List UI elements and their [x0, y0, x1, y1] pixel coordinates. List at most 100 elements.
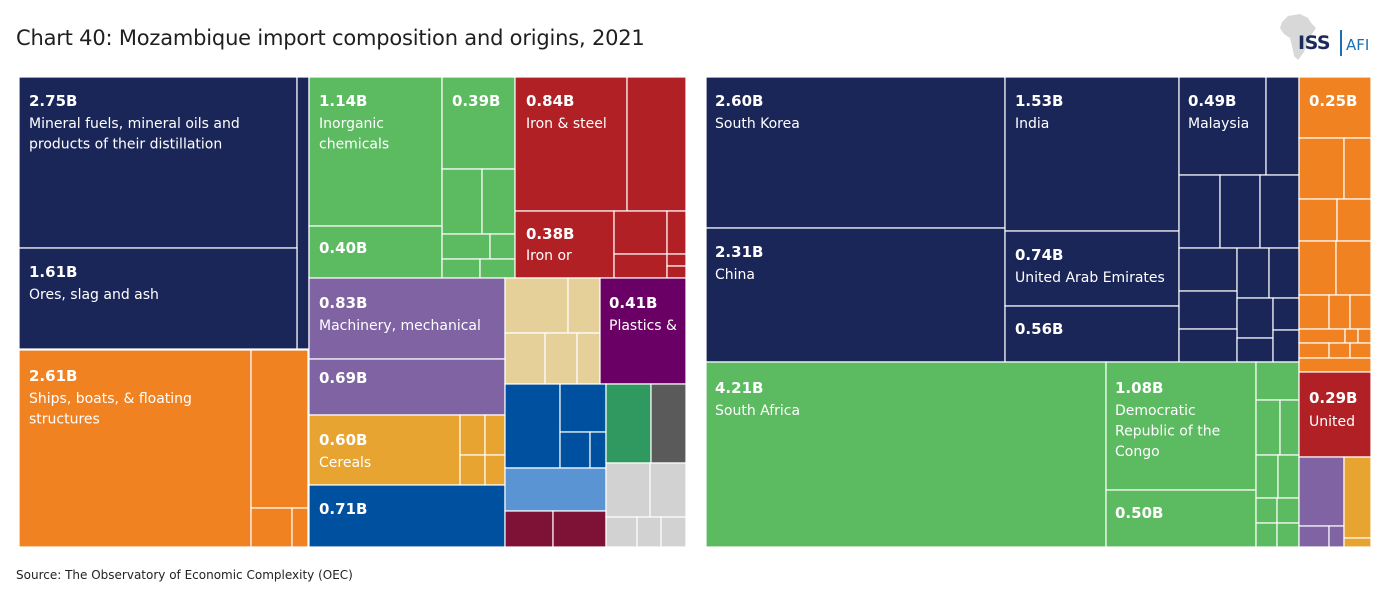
tile-minor[interactable] — [1255, 522, 1278, 548]
tile-minor[interactable] — [613, 253, 668, 279]
tile-iron-or[interactable] — [514, 210, 615, 279]
tile-minor[interactable] — [1328, 525, 1345, 548]
tile-minor[interactable] — [576, 332, 601, 385]
tile-minor[interactable] — [504, 277, 569, 334]
tile-minor[interactable] — [605, 516, 638, 548]
tile-china[interactable] — [705, 227, 1006, 363]
tile-minor[interactable] — [1336, 198, 1372, 242]
tile-india[interactable] — [1004, 76, 1180, 232]
tile-minor[interactable] — [1255, 361, 1300, 401]
tile-minor[interactable] — [1298, 525, 1330, 548]
tile-uae[interactable] — [1004, 230, 1180, 307]
tile-minor[interactable] — [1349, 294, 1372, 330]
tile-drc[interactable] — [1105, 361, 1257, 491]
tile-minor[interactable] — [552, 510, 607, 548]
tile-minor[interactable] — [484, 454, 506, 486]
tile-cereals[interactable] — [308, 414, 461, 486]
tile-minor[interactable] — [1335, 240, 1372, 296]
tile-minor[interactable] — [1343, 137, 1372, 200]
tile-minor[interactable] — [1357, 328, 1372, 344]
tile-minor[interactable] — [481, 168, 516, 235]
tile-minor[interactable] — [1298, 294, 1330, 330]
tile-minor[interactable] — [605, 462, 651, 518]
tile-minor[interactable] — [441, 168, 483, 235]
tile-minor[interactable] — [1298, 137, 1345, 200]
tile-minor[interactable] — [1255, 497, 1278, 524]
tile-ores-slag[interactable] — [18, 247, 298, 350]
tile-minor[interactable] — [1236, 337, 1274, 363]
tile-minor[interactable] — [1298, 198, 1338, 242]
tile-minor[interactable] — [1328, 294, 1351, 330]
tile-united[interactable] — [1298, 371, 1372, 458]
tile-minor[interactable] — [1255, 454, 1279, 499]
tile-minor[interactable] — [250, 349, 309, 509]
tile-minor[interactable] — [1178, 328, 1238, 363]
tile-minor[interactable] — [1259, 174, 1300, 249]
tile-south-africa[interactable] — [705, 361, 1107, 548]
tile-minor[interactable] — [660, 516, 687, 548]
tile-minor[interactable] — [1328, 342, 1351, 359]
tile-minor[interactable] — [666, 210, 687, 255]
tile-minor[interactable] — [544, 332, 578, 385]
tile-minor[interactable] — [1279, 399, 1300, 456]
tile-minor[interactable] — [459, 414, 486, 456]
tile-minor[interactable] — [459, 454, 486, 486]
tile-minor[interactable] — [250, 507, 293, 548]
tile-minor[interactable] — [1236, 297, 1274, 339]
tile-minor[interactable] — [666, 265, 687, 279]
tile-minor[interactable] — [1178, 174, 1221, 249]
tile-minor[interactable] — [296, 76, 310, 350]
tile-minor[interactable] — [441, 233, 491, 260]
tile-asia-056[interactable] — [1004, 305, 1180, 363]
tile-minor[interactable] — [559, 431, 591, 469]
tile-iron-steel[interactable] — [514, 76, 628, 212]
tile-minor[interactable] — [1343, 537, 1372, 548]
tile-minor[interactable] — [649, 462, 687, 518]
tile-minor[interactable] — [605, 383, 652, 464]
tile-minor[interactable] — [589, 431, 607, 469]
tile-minor[interactable] — [1272, 297, 1300, 331]
tile-minor[interactable] — [650, 383, 687, 464]
tile-minor[interactable] — [1298, 342, 1330, 359]
tile-minor[interactable] — [504, 332, 546, 385]
tile-minor[interactable] — [1276, 522, 1300, 548]
tile-minor[interactable] — [1343, 456, 1372, 539]
tile-ships[interactable] — [18, 349, 252, 548]
tile-minor[interactable] — [626, 76, 687, 212]
tile-minor[interactable] — [613, 210, 668, 255]
tile-minor[interactable] — [1298, 328, 1346, 344]
tile-minor[interactable] — [504, 467, 607, 512]
tile-minor[interactable] — [1272, 329, 1300, 363]
tile-minor[interactable] — [1268, 247, 1300, 299]
tile-minor[interactable] — [489, 233, 516, 260]
tile-chem-040[interactable] — [308, 225, 443, 279]
tile-minor[interactable] — [1298, 357, 1372, 373]
tile-minor[interactable] — [666, 253, 687, 267]
tile-minor[interactable] — [1344, 328, 1359, 344]
tile-minor[interactable] — [1298, 240, 1337, 296]
tile-minor[interactable] — [1298, 456, 1345, 527]
tile-minor[interactable] — [1349, 342, 1372, 359]
tile-europe-025[interactable] — [1298, 76, 1372, 139]
tile-chem-039[interactable] — [441, 76, 516, 170]
tile-inorganic-chemicals[interactable] — [308, 76, 443, 227]
tile-minor[interactable] — [1265, 76, 1300, 176]
tile-machines-069[interactable] — [308, 358, 506, 416]
tile-minor[interactable] — [504, 510, 554, 548]
tile-minor[interactable] — [1236, 247, 1270, 299]
tile-malaysia[interactable] — [1178, 76, 1267, 176]
tile-minor[interactable] — [479, 258, 516, 279]
tile-minor[interactable] — [559, 383, 607, 433]
tile-minor[interactable] — [291, 507, 309, 548]
tile-minor[interactable] — [484, 414, 506, 456]
tile-minor[interactable] — [1219, 174, 1261, 249]
tile-minor[interactable] — [567, 277, 601, 334]
tile-minor[interactable] — [1178, 247, 1238, 292]
tile-minor[interactable] — [1178, 290, 1238, 330]
tile-minor[interactable] — [1277, 454, 1300, 499]
tile-minor[interactable] — [504, 383, 561, 469]
tile-africa-050[interactable] — [1105, 489, 1257, 548]
tile-minor[interactable] — [636, 516, 662, 548]
tile-minor[interactable] — [1255, 399, 1281, 456]
tile-minor[interactable] — [1276, 497, 1300, 524]
